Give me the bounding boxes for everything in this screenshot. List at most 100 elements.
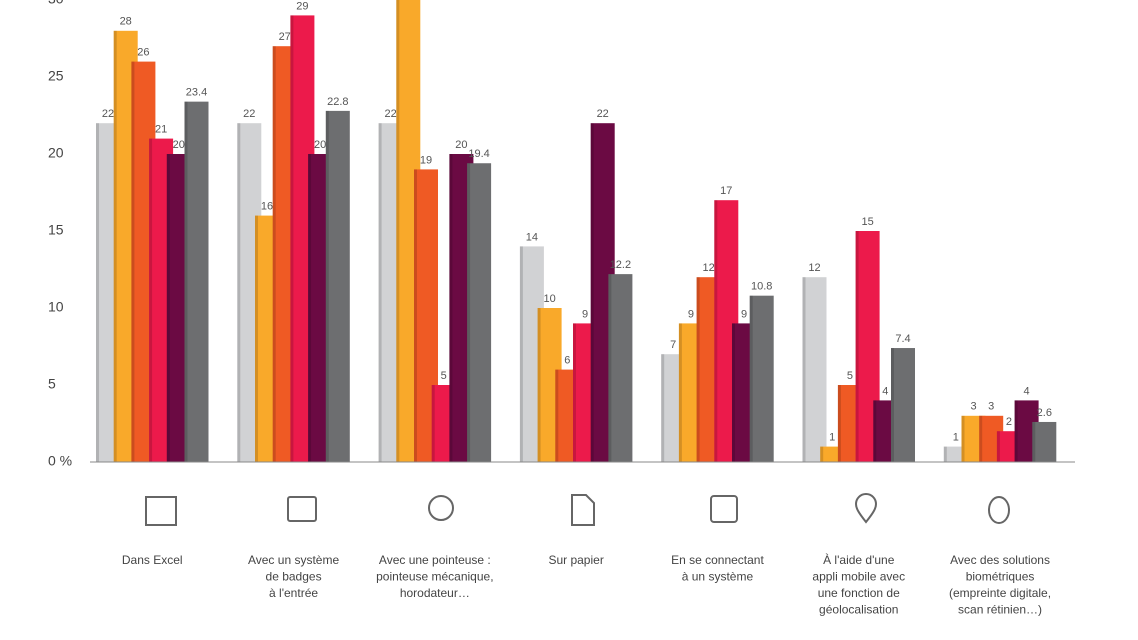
bar-edge bbox=[678, 323, 682, 462]
label-line: Avec une pointeuse : bbox=[379, 553, 491, 567]
label-line: à un système bbox=[682, 570, 754, 584]
label-line: En se connectant bbox=[671, 553, 764, 567]
x-tick-label: Dans Excel bbox=[122, 553, 183, 567]
value-label: 3 bbox=[970, 401, 976, 413]
value-label: 3 bbox=[988, 401, 994, 413]
value-label: 22 bbox=[243, 108, 255, 120]
badge-icon bbox=[287, 496, 317, 522]
bar-edge bbox=[237, 123, 241, 462]
value-label: 17 bbox=[720, 185, 732, 197]
x-tick-label: Avec une pointeuse : pointeuse mécanique,… bbox=[376, 553, 493, 600]
y-tick-label: 15 bbox=[48, 222, 64, 238]
bar-edge bbox=[979, 415, 983, 462]
paper-icon bbox=[571, 494, 595, 526]
bar bbox=[802, 277, 827, 462]
value-label: 2.6 bbox=[1037, 407, 1052, 419]
y-tick-label: 5 bbox=[48, 376, 56, 392]
value-label: 5 bbox=[441, 370, 447, 382]
bar-edge bbox=[414, 169, 417, 462]
value-label: 12.2 bbox=[610, 259, 631, 271]
bar-edge bbox=[696, 277, 700, 462]
bar bbox=[184, 101, 209, 462]
bar-edge bbox=[537, 308, 541, 462]
y-tick-label: 20 bbox=[48, 145, 64, 161]
bar-edge bbox=[837, 385, 841, 462]
bar-edge bbox=[325, 110, 329, 462]
y-tick-label: 30 bbox=[48, 0, 64, 7]
value-label: 29 bbox=[296, 0, 308, 12]
x-tick-label: Avec un système de badges à l'entrée bbox=[248, 553, 339, 600]
value-label: 22.8 bbox=[327, 96, 348, 108]
label-line: (empreinte digitale, bbox=[949, 586, 1051, 600]
bar bbox=[749, 295, 774, 462]
value-label: 26 bbox=[137, 47, 149, 59]
bar-edge bbox=[166, 154, 170, 462]
value-label: 12 bbox=[702, 262, 714, 274]
bar-edge bbox=[873, 400, 877, 462]
value-label: 20 bbox=[173, 139, 185, 151]
bar-edge bbox=[820, 446, 824, 462]
label-line: de badges bbox=[266, 570, 322, 584]
value-label: 5 bbox=[847, 370, 853, 382]
bar-edge bbox=[855, 231, 859, 462]
value-label: 28 bbox=[120, 16, 132, 28]
value-label: 9 bbox=[741, 308, 747, 320]
bar-edge bbox=[290, 15, 294, 463]
label-line: Sur papier bbox=[548, 553, 603, 567]
value-label: 19 bbox=[420, 154, 432, 166]
value-label: 12 bbox=[808, 262, 820, 274]
label-line: Dans Excel bbox=[122, 553, 183, 567]
bar-edge bbox=[467, 163, 471, 463]
clock-icon bbox=[428, 495, 454, 521]
bar bbox=[325, 110, 350, 462]
label-line: Avec un système bbox=[248, 553, 339, 567]
bar-edge bbox=[96, 123, 99, 462]
bar-edge bbox=[590, 123, 594, 462]
bar-edge bbox=[113, 30, 117, 463]
bar-edge bbox=[573, 323, 576, 462]
bar-edge bbox=[255, 215, 258, 462]
value-label: 16 bbox=[261, 201, 273, 213]
bar bbox=[467, 163, 492, 463]
value-label: 1 bbox=[829, 432, 835, 444]
system-icon bbox=[710, 495, 738, 523]
x-tick-label: En se connectant à un système bbox=[671, 553, 764, 584]
bar-edge bbox=[1014, 400, 1018, 462]
bar-edge bbox=[396, 0, 400, 462]
label-line: À l'aide d'une bbox=[823, 552, 895, 567]
y-tick-label: 25 bbox=[48, 68, 64, 84]
excel-icon bbox=[145, 496, 177, 526]
value-label: 14 bbox=[526, 231, 538, 243]
bar-edge bbox=[184, 101, 188, 462]
value-label: 19.4 bbox=[468, 148, 489, 160]
bar bbox=[1032, 421, 1057, 462]
label-line: une fonction de bbox=[818, 586, 900, 600]
fingerprint-icon bbox=[988, 496, 1010, 524]
location-icon bbox=[854, 493, 878, 524]
value-label: 22 bbox=[384, 108, 396, 120]
label-line: pointeuse mécanique, bbox=[376, 570, 493, 584]
value-label: 22 bbox=[102, 108, 114, 120]
label-line: Avec des solutions bbox=[950, 553, 1050, 567]
value-label: 7.4 bbox=[895, 333, 910, 345]
value-label: 4 bbox=[882, 385, 888, 397]
label-line: à l'entrée bbox=[269, 586, 318, 600]
bar-edge bbox=[714, 200, 718, 462]
value-label: 7 bbox=[670, 339, 676, 351]
bar-edge bbox=[749, 295, 753, 462]
y-tick-label: 10 bbox=[48, 299, 64, 315]
bar-edge bbox=[661, 354, 665, 462]
icons bbox=[145, 493, 1010, 526]
bar-edge bbox=[555, 369, 559, 462]
value-label: 15 bbox=[861, 216, 873, 228]
value-label: 21 bbox=[155, 124, 167, 136]
bar-edge bbox=[308, 154, 312, 462]
bar-edge bbox=[131, 61, 135, 462]
label-line: appli mobile avec bbox=[812, 570, 905, 584]
bar bbox=[891, 348, 915, 462]
bar-edge bbox=[378, 123, 382, 462]
label-line: scan rétinien…) bbox=[958, 603, 1042, 617]
value-label: 10 bbox=[543, 293, 555, 305]
label-line: géolocalisation bbox=[819, 603, 898, 617]
